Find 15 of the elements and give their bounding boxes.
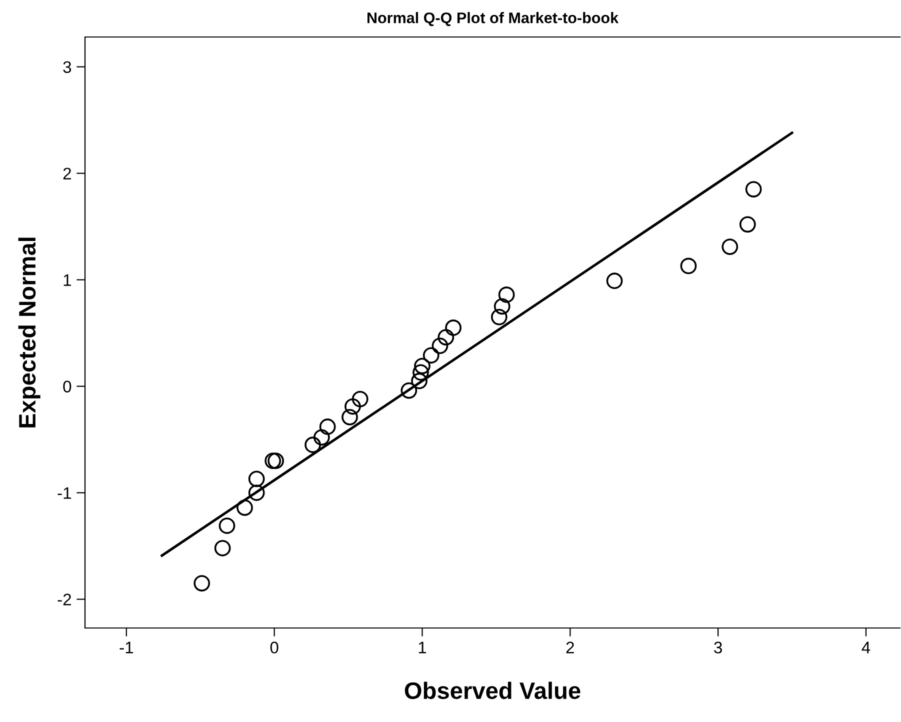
y-axis-title: Expected Normal xyxy=(18,238,40,428)
x-tick-label: 2 xyxy=(566,642,574,654)
y-tick-label: 2 xyxy=(63,168,71,180)
y-tick-label: -2 xyxy=(58,594,71,606)
x-tick-label: -1 xyxy=(120,642,134,654)
x-axis-title: Observed Value xyxy=(404,682,580,700)
x-tick-label: 0 xyxy=(270,642,278,654)
x-tick-label: 1 xyxy=(418,642,426,654)
x-tick-label: 3 xyxy=(714,642,722,654)
y-tick-label: 0 xyxy=(63,380,72,392)
chart-title: Normal Q-Q Plot of Market-to-book xyxy=(367,12,619,26)
x-tick-label: 4 xyxy=(862,642,870,654)
y-tick-label: -1 xyxy=(58,487,71,499)
y-tick-label: 3 xyxy=(63,61,72,74)
y-tick-label: 1 xyxy=(64,274,71,286)
